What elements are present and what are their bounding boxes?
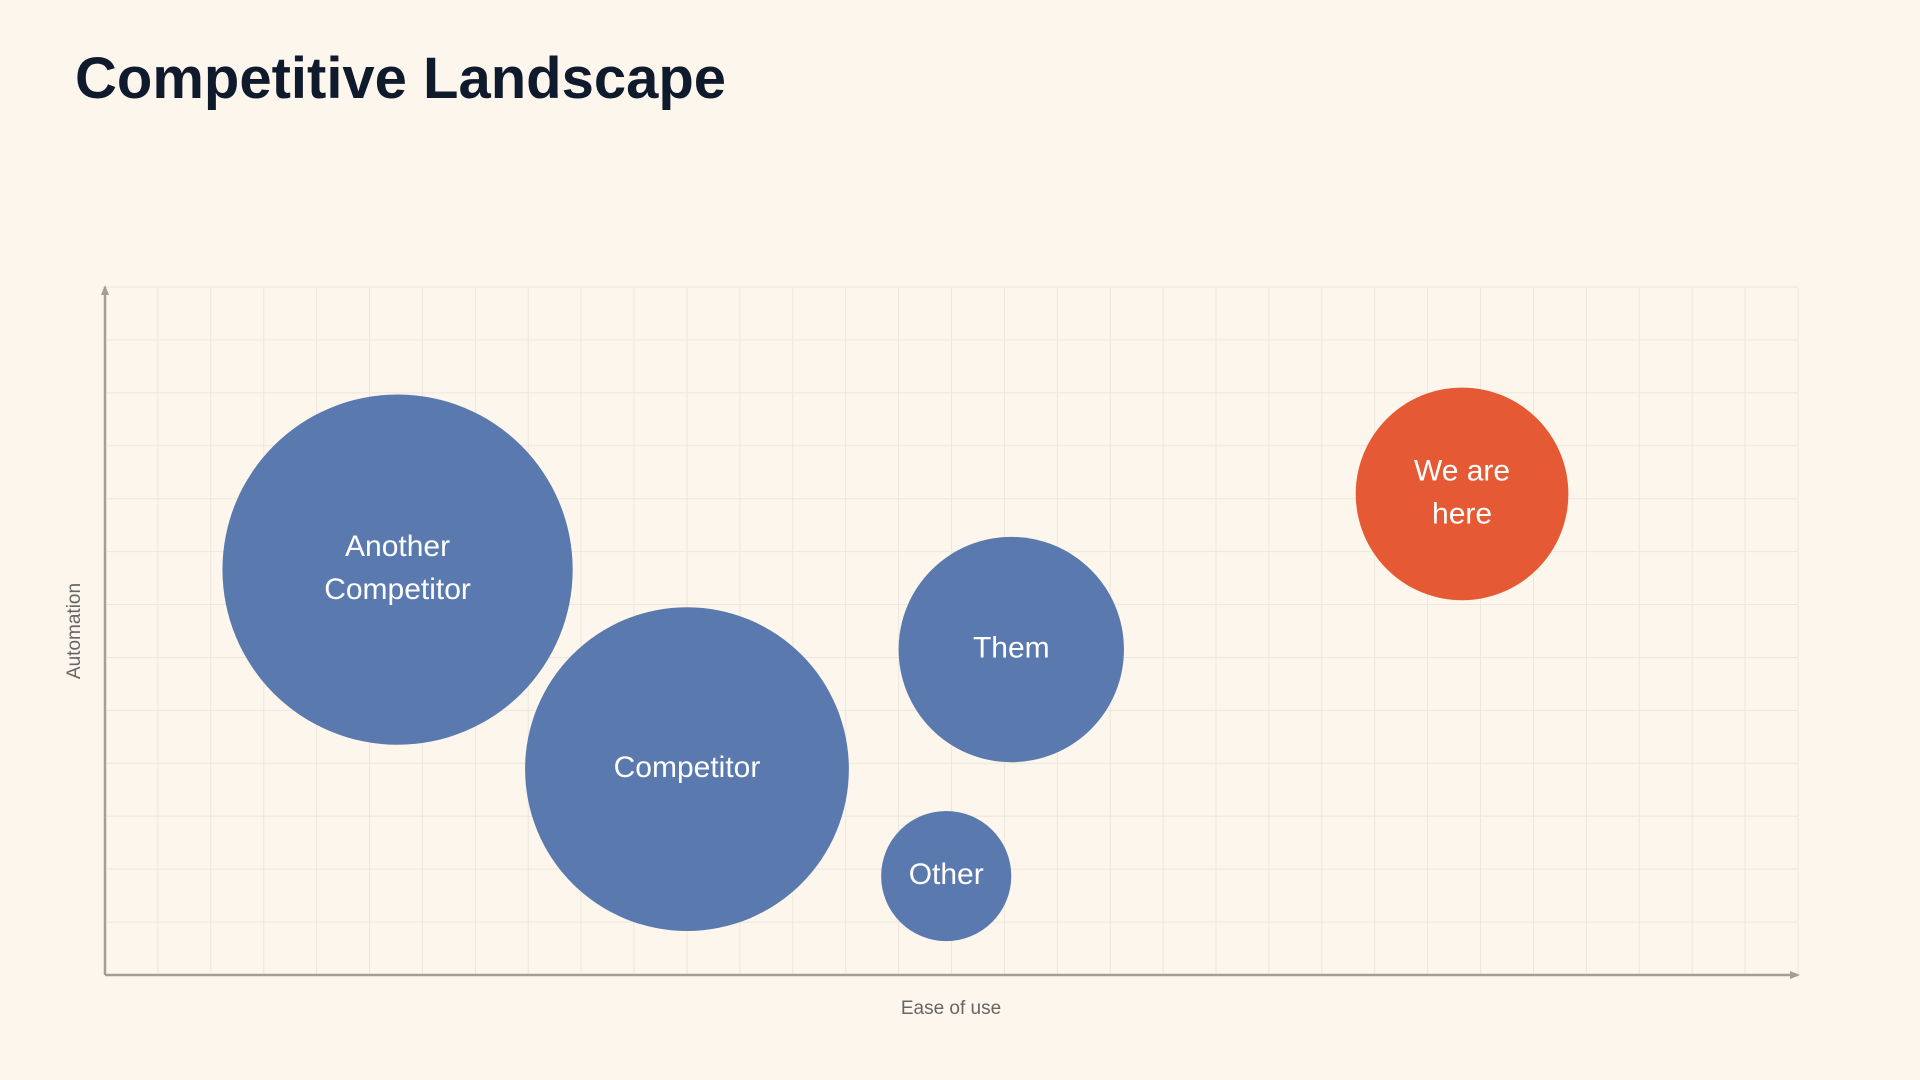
bubble-label: Other (909, 858, 984, 891)
bubble-label: Competitor (614, 751, 761, 784)
x-axis-label: Ease of use (901, 998, 1001, 1019)
bubble-label: Them (973, 631, 1050, 664)
bubble-label: We are (1414, 454, 1510, 487)
bubble (898, 536, 1124, 763)
bubble-label: Another (345, 530, 450, 563)
bubble (881, 810, 1012, 942)
bubble-label: here (1432, 497, 1492, 530)
chart-title: Competitive Landscape (75, 46, 726, 111)
bubbles: Another Competitor Competitor Them Other We a… (222, 387, 1569, 942)
bubble (1355, 387, 1569, 601)
bubble (222, 394, 573, 745)
bubble (525, 607, 849, 932)
bubble-label: Competitor (324, 573, 471, 606)
y-axis-label: Automation (64, 583, 85, 679)
